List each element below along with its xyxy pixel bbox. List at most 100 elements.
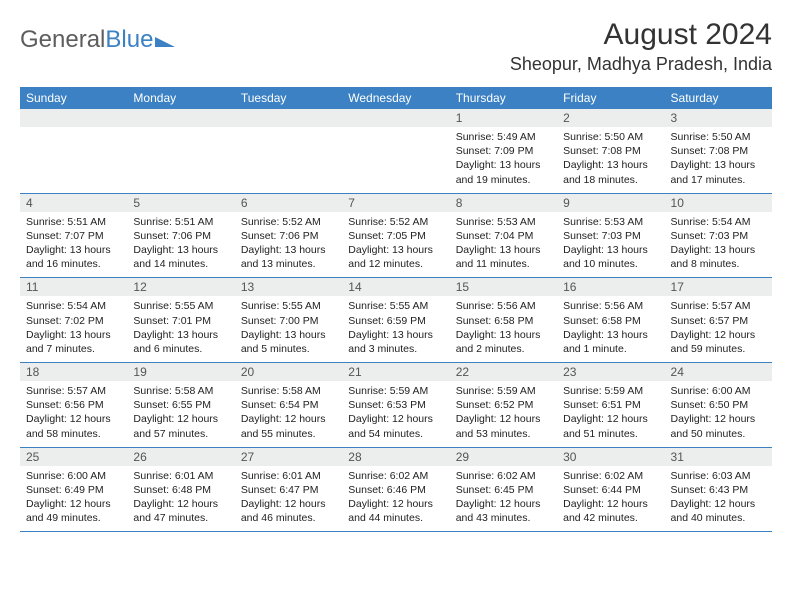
day-cell: 28Sunrise: 6:02 AMSunset: 6:46 PMDayligh… — [342, 447, 449, 532]
day-details: Sunrise: 5:57 AMSunset: 6:56 PMDaylight:… — [20, 381, 127, 447]
daylight-text: Daylight: 12 hours and 58 minutes. — [26, 412, 121, 440]
weekday-friday: Friday — [557, 87, 664, 109]
day-details: Sunrise: 5:56 AMSunset: 6:58 PMDaylight:… — [450, 296, 557, 362]
daylight-text: Daylight: 13 hours and 17 minutes. — [671, 158, 766, 186]
day-details: Sunrise: 5:53 AMSunset: 7:04 PMDaylight:… — [450, 212, 557, 278]
daylight-text: Daylight: 13 hours and 10 minutes. — [563, 243, 658, 271]
sunset-text: Sunset: 7:02 PM — [26, 314, 121, 328]
calendar-row: 1Sunrise: 5:49 AMSunset: 7:09 PMDaylight… — [20, 109, 772, 193]
day-cell: 11Sunrise: 5:54 AMSunset: 7:02 PMDayligh… — [20, 278, 127, 363]
day-number: 17 — [665, 278, 772, 296]
day-details: Sunrise: 6:01 AMSunset: 6:48 PMDaylight:… — [127, 466, 234, 532]
day-number — [342, 109, 449, 127]
sunset-text: Sunset: 6:55 PM — [133, 398, 228, 412]
daylight-text: Daylight: 13 hours and 19 minutes. — [456, 158, 551, 186]
sunrise-text: Sunrise: 5:54 AM — [671, 215, 766, 229]
day-cell — [127, 109, 234, 193]
sunrise-text: Sunrise: 6:03 AM — [671, 469, 766, 483]
day-details: Sunrise: 5:54 AMSunset: 7:02 PMDaylight:… — [20, 296, 127, 362]
daylight-text: Daylight: 12 hours and 55 minutes. — [241, 412, 336, 440]
daylight-text: Daylight: 12 hours and 54 minutes. — [348, 412, 443, 440]
page-header: GeneralBlue August 2024 Sheopur, Madhya … — [20, 18, 772, 75]
sunset-text: Sunset: 7:00 PM — [241, 314, 336, 328]
day-number: 31 — [665, 448, 772, 466]
sunset-text: Sunset: 6:47 PM — [241, 483, 336, 497]
day-details: Sunrise: 5:55 AMSunset: 7:01 PMDaylight:… — [127, 296, 234, 362]
logo: GeneralBlue — [20, 18, 175, 54]
day-number: 13 — [235, 278, 342, 296]
calendar-row: 4Sunrise: 5:51 AMSunset: 7:07 PMDaylight… — [20, 193, 772, 278]
day-details: Sunrise: 5:51 AMSunset: 7:07 PMDaylight:… — [20, 212, 127, 278]
sunrise-text: Sunrise: 5:59 AM — [348, 384, 443, 398]
day-details: Sunrise: 5:50 AMSunset: 7:08 PMDaylight:… — [557, 127, 664, 193]
sunset-text: Sunset: 6:51 PM — [563, 398, 658, 412]
sunrise-text: Sunrise: 5:59 AM — [456, 384, 551, 398]
triangle-icon — [155, 37, 175, 47]
day-details: Sunrise: 6:00 AMSunset: 6:49 PMDaylight:… — [20, 466, 127, 532]
sunset-text: Sunset: 6:53 PM — [348, 398, 443, 412]
day-number — [235, 109, 342, 127]
day-number: 28 — [342, 448, 449, 466]
day-details: Sunrise: 5:55 AMSunset: 7:00 PMDaylight:… — [235, 296, 342, 362]
sunset-text: Sunset: 7:05 PM — [348, 229, 443, 243]
sunrise-text: Sunrise: 5:57 AM — [671, 299, 766, 313]
sunrise-text: Sunrise: 5:49 AM — [456, 130, 551, 144]
weekday-saturday: Saturday — [665, 87, 772, 109]
daylight-text: Daylight: 13 hours and 1 minute. — [563, 328, 658, 356]
day-cell: 25Sunrise: 6:00 AMSunset: 6:49 PMDayligh… — [20, 447, 127, 532]
daylight-text: Daylight: 13 hours and 18 minutes. — [563, 158, 658, 186]
daylight-text: Daylight: 12 hours and 42 minutes. — [563, 497, 658, 525]
day-details: Sunrise: 5:58 AMSunset: 6:55 PMDaylight:… — [127, 381, 234, 447]
day-cell: 18Sunrise: 5:57 AMSunset: 6:56 PMDayligh… — [20, 363, 127, 448]
weekday-tuesday: Tuesday — [235, 87, 342, 109]
sunset-text: Sunset: 7:03 PM — [671, 229, 766, 243]
day-details: Sunrise: 5:57 AMSunset: 6:57 PMDaylight:… — [665, 296, 772, 362]
sunrise-text: Sunrise: 6:00 AM — [26, 469, 121, 483]
day-cell — [342, 109, 449, 193]
sunset-text: Sunset: 6:58 PM — [456, 314, 551, 328]
month-title: August 2024 — [510, 18, 772, 52]
daylight-text: Daylight: 13 hours and 2 minutes. — [456, 328, 551, 356]
sunrise-text: Sunrise: 6:00 AM — [671, 384, 766, 398]
day-details: Sunrise: 6:02 AMSunset: 6:45 PMDaylight:… — [450, 466, 557, 532]
sunset-text: Sunset: 6:56 PM — [26, 398, 121, 412]
day-details: Sunrise: 5:59 AMSunset: 6:51 PMDaylight:… — [557, 381, 664, 447]
sunset-text: Sunset: 6:48 PM — [133, 483, 228, 497]
sunrise-text: Sunrise: 5:55 AM — [241, 299, 336, 313]
daylight-text: Daylight: 12 hours and 40 minutes. — [671, 497, 766, 525]
sunset-text: Sunset: 6:59 PM — [348, 314, 443, 328]
day-number: 3 — [665, 109, 772, 127]
sunset-text: Sunset: 6:58 PM — [563, 314, 658, 328]
day-number: 22 — [450, 363, 557, 381]
sunrise-text: Sunrise: 5:54 AM — [26, 299, 121, 313]
day-cell: 17Sunrise: 5:57 AMSunset: 6:57 PMDayligh… — [665, 278, 772, 363]
day-cell: 24Sunrise: 6:00 AMSunset: 6:50 PMDayligh… — [665, 363, 772, 448]
day-cell: 26Sunrise: 6:01 AMSunset: 6:48 PMDayligh… — [127, 447, 234, 532]
day-details: Sunrise: 5:59 AMSunset: 6:52 PMDaylight:… — [450, 381, 557, 447]
daylight-text: Daylight: 12 hours and 49 minutes. — [26, 497, 121, 525]
calendar-row: 25Sunrise: 6:00 AMSunset: 6:49 PMDayligh… — [20, 447, 772, 532]
daylight-text: Daylight: 13 hours and 5 minutes. — [241, 328, 336, 356]
day-details — [342, 127, 449, 187]
day-number: 16 — [557, 278, 664, 296]
daylight-text: Daylight: 12 hours and 53 minutes. — [456, 412, 551, 440]
sunrise-text: Sunrise: 5:53 AM — [456, 215, 551, 229]
day-number: 8 — [450, 194, 557, 212]
day-number: 1 — [450, 109, 557, 127]
weekday-sunday: Sunday — [20, 87, 127, 109]
day-number: 24 — [665, 363, 772, 381]
sunset-text: Sunset: 7:07 PM — [26, 229, 121, 243]
day-details: Sunrise: 5:54 AMSunset: 7:03 PMDaylight:… — [665, 212, 772, 278]
day-cell: 27Sunrise: 6:01 AMSunset: 6:47 PMDayligh… — [235, 447, 342, 532]
sunset-text: Sunset: 6:54 PM — [241, 398, 336, 412]
day-cell: 23Sunrise: 5:59 AMSunset: 6:51 PMDayligh… — [557, 363, 664, 448]
daylight-text: Daylight: 13 hours and 14 minutes. — [133, 243, 228, 271]
location-text: Sheopur, Madhya Pradesh, India — [510, 54, 772, 75]
day-details: Sunrise: 5:50 AMSunset: 7:08 PMDaylight:… — [665, 127, 772, 193]
day-cell — [235, 109, 342, 193]
sunrise-text: Sunrise: 5:58 AM — [241, 384, 336, 398]
sunset-text: Sunset: 7:01 PM — [133, 314, 228, 328]
day-number: 10 — [665, 194, 772, 212]
day-cell: 3Sunrise: 5:50 AMSunset: 7:08 PMDaylight… — [665, 109, 772, 193]
sunset-text: Sunset: 7:09 PM — [456, 144, 551, 158]
